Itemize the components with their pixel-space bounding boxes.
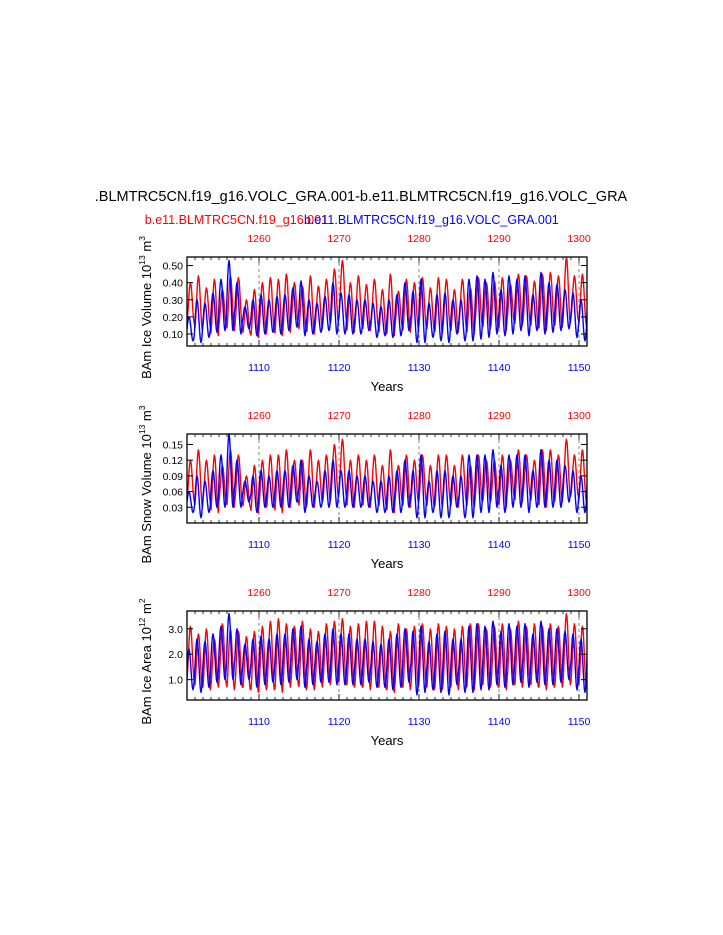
plot-area bbox=[187, 612, 587, 696]
y-axis-label-superscript: 3 bbox=[137, 405, 147, 410]
x-axis-label: Years bbox=[371, 556, 404, 571]
y-tick-label: 0.20 bbox=[163, 312, 184, 324]
x-tick-label-bottom: 1140 bbox=[488, 362, 511, 374]
x-tick-label-top: 1270 bbox=[327, 410, 351, 422]
panel-2: 0.03 0.06 0.09 0.12 0.15 1110 1120 1130 1140 1150… bbox=[137, 405, 591, 571]
y-axis-label: BAm Snow Volume 1013 m3 bbox=[137, 405, 154, 563]
x-tick-label-top: 1300 bbox=[567, 587, 591, 599]
y-tick-label: 2.0 bbox=[168, 649, 183, 661]
x-axis-label: Years bbox=[371, 379, 404, 394]
series-line-volcanic bbox=[187, 612, 587, 696]
x-tick-label-bottom: 1110 bbox=[248, 362, 270, 374]
figure-title: .BLMTRC5CN.f19_g16.VOLC_GRA.001-b.e11.BL… bbox=[95, 189, 628, 205]
y-axis-label-part: m bbox=[139, 603, 154, 617]
x-tick-label-top: 1280 bbox=[407, 233, 431, 245]
y-tick-label: 3.0 bbox=[168, 624, 183, 636]
y-tick-label: 0.50 bbox=[163, 261, 184, 273]
panel-1: 0.10 0.20 0.30 0.40 0.50 1110 1120 1130 1140 1150… bbox=[137, 233, 591, 394]
legend-label-volcanic: b.e11.BLMTRC5CN.f19_g16.VOLC_GRA.001 bbox=[304, 213, 559, 227]
x-tick-label-top: 1290 bbox=[487, 233, 511, 245]
y-tick-label: 0.40 bbox=[163, 278, 184, 290]
y-axis-label: BAm Ice Volume 1013 m3 bbox=[137, 236, 154, 379]
y-tick-label: 0.06 bbox=[163, 487, 184, 499]
y-tick-label: 0.09 bbox=[163, 471, 184, 483]
y-axis-label-part: BAm Ice Volume 10 bbox=[139, 265, 154, 379]
x-tick-label-top: 1260 bbox=[247, 587, 271, 599]
y-tick-label: 0.30 bbox=[163, 295, 184, 307]
y-axis-label-part: BAm Snow Volume 10 bbox=[139, 434, 154, 563]
x-tick-label-bottom: 1130 bbox=[408, 362, 431, 374]
x-axis-label: Years bbox=[371, 733, 404, 748]
x-tick-label-bottom: 1130 bbox=[408, 539, 431, 551]
x-tick-label-top: 1270 bbox=[327, 233, 351, 245]
y-axis-label-part: m bbox=[139, 410, 154, 424]
y-axis-label-superscript: 13 bbox=[137, 424, 147, 434]
x-tick-label-bottom: 1150 bbox=[568, 716, 591, 728]
x-tick-label-top: 1280 bbox=[407, 410, 431, 422]
plot-area bbox=[187, 434, 587, 519]
x-tick-label-bottom: 1150 bbox=[568, 539, 591, 551]
x-tick-label-bottom: 1110 bbox=[248, 716, 270, 728]
x-tick-label-bottom: 1110 bbox=[248, 539, 270, 551]
y-tick-label: 0.10 bbox=[163, 329, 184, 341]
y-tick-label: 1.0 bbox=[168, 675, 183, 687]
y-tick-label: 0.03 bbox=[163, 502, 184, 514]
x-tick-label-bottom: 1140 bbox=[488, 716, 511, 728]
x-tick-label-top: 1300 bbox=[567, 233, 591, 245]
y-axis-label-superscript: 3 bbox=[137, 236, 147, 241]
series-line-volcanic bbox=[187, 434, 587, 519]
x-tick-label-bottom: 1140 bbox=[488, 539, 511, 551]
series-line-control bbox=[187, 438, 587, 514]
x-tick-label-top: 1270 bbox=[327, 587, 351, 599]
y-tick-label: 0.15 bbox=[163, 439, 184, 451]
x-tick-label-bottom: 1120 bbox=[328, 362, 351, 374]
series-line-volcanic bbox=[187, 259, 587, 344]
x-tick-label-bottom: 1120 bbox=[328, 539, 351, 551]
panel-3: 1.0 2.0 3.0 1110 1120 1130 1140 1150 1260 1270 128… bbox=[137, 587, 591, 748]
x-tick-label-top: 1260 bbox=[247, 233, 271, 245]
y-axis-label-part: BAm Ice Area 10 bbox=[139, 627, 154, 725]
x-tick-label-top: 1280 bbox=[407, 587, 431, 599]
y-axis-label: BAm Ice Area 1012 m2 bbox=[137, 598, 154, 724]
y-axis-label-superscript: 2 bbox=[137, 598, 147, 603]
x-tick-label-top: 1290 bbox=[487, 587, 511, 599]
series-line-control bbox=[187, 257, 587, 339]
y-axis-label-superscript: 12 bbox=[137, 617, 147, 627]
y-axis-label-part: m bbox=[139, 241, 154, 255]
x-tick-label-bottom: 1150 bbox=[568, 362, 591, 374]
series-line-control bbox=[187, 612, 587, 693]
plot-area bbox=[187, 257, 587, 344]
x-tick-label-top: 1260 bbox=[247, 410, 271, 422]
x-tick-label-top: 1300 bbox=[567, 410, 591, 422]
x-tick-label-bottom: 1130 bbox=[408, 716, 431, 728]
legend-label-control: b.e11.BLMTRC5CN.f19_g16.001 bbox=[145, 213, 328, 227]
x-tick-label-top: 1290 bbox=[487, 410, 511, 422]
y-axis-label-superscript: 13 bbox=[137, 255, 147, 265]
y-tick-label: 0.12 bbox=[163, 455, 184, 467]
x-tick-label-bottom: 1120 bbox=[328, 716, 351, 728]
